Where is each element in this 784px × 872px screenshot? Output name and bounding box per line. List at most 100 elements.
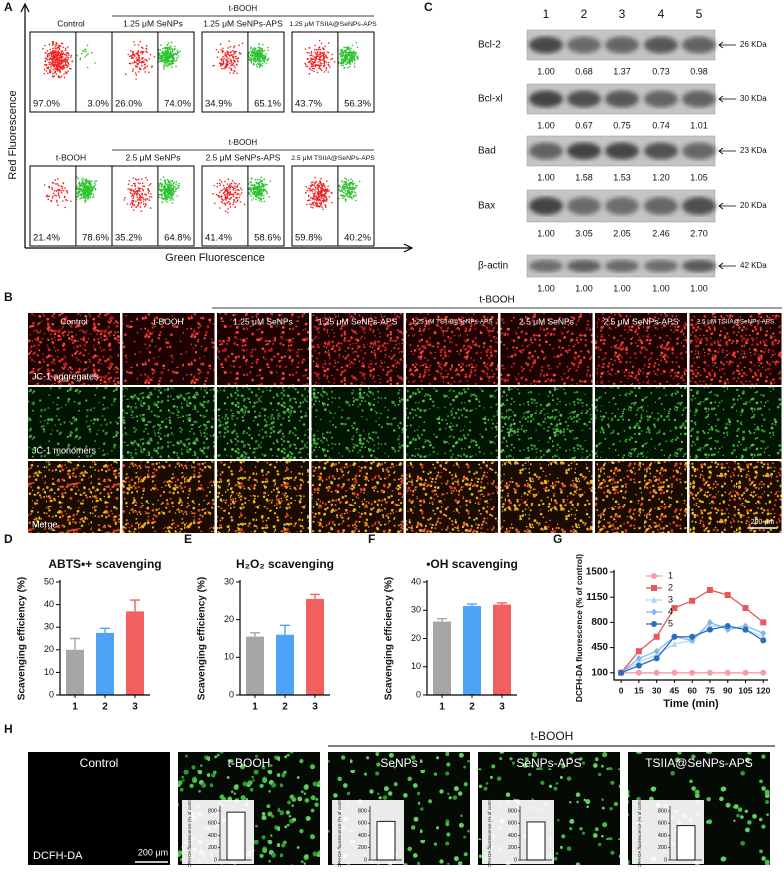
gate-percent: 3.0% [87, 99, 109, 110]
event-dot [82, 178, 84, 180]
event-dot [254, 53, 256, 55]
event-dot [139, 61, 141, 63]
event-dot [343, 53, 345, 55]
event-dot [173, 53, 175, 55]
event-dot [313, 62, 315, 64]
event-dot [311, 51, 313, 53]
event-dot [79, 59, 81, 61]
event-dot [161, 60, 163, 62]
event-dot [132, 62, 134, 64]
event-dot [229, 72, 231, 74]
event-dot [141, 53, 143, 55]
event-dot [58, 195, 60, 197]
event-dot [329, 66, 331, 68]
event-dot [354, 53, 356, 55]
event-dot [59, 58, 61, 60]
event-dot [50, 66, 52, 68]
event-dot [56, 200, 58, 202]
event-dot [165, 57, 167, 59]
event-dot [129, 55, 131, 57]
event-dot [89, 182, 91, 184]
panel-label: D [4, 532, 13, 546]
event-dot [63, 73, 65, 75]
event-dot [131, 202, 133, 204]
event-dot [139, 200, 141, 202]
event-dot [230, 59, 232, 61]
event-dot [169, 63, 171, 65]
event-dot [63, 47, 65, 49]
event-dot [170, 199, 172, 201]
event-dot [136, 74, 138, 76]
event-dot [260, 48, 262, 50]
event-dot [136, 179, 138, 181]
event-dot [222, 48, 224, 50]
event-dot [311, 65, 313, 67]
event-dot [61, 75, 63, 77]
event-dot [173, 183, 175, 185]
event-dot [62, 62, 64, 64]
event-dot [239, 197, 241, 199]
event-dot [328, 64, 330, 66]
plot-title: 1.25 μM SeNPs [123, 18, 183, 28]
event-dot [173, 63, 175, 65]
event-dot [172, 195, 174, 197]
event-dot [47, 73, 49, 75]
event-dot [168, 58, 170, 60]
event-dot [316, 58, 318, 60]
event-dot [78, 194, 80, 196]
event-dot [150, 193, 152, 195]
event-dot [324, 57, 326, 59]
event-dot [261, 201, 263, 203]
event-dot [163, 67, 165, 69]
event-dot [308, 61, 310, 63]
event-dot [264, 201, 266, 203]
event-dot [174, 60, 176, 62]
event-dot [86, 54, 88, 56]
event-dot [138, 182, 140, 184]
event-dot [63, 183, 65, 185]
event-dot [61, 57, 63, 59]
event-dot [45, 52, 47, 54]
event-dot [162, 51, 164, 53]
event-dot [55, 42, 57, 44]
event-dot [64, 196, 66, 198]
event-dot [178, 187, 180, 189]
event-dot [347, 67, 349, 69]
event-dot [79, 181, 81, 183]
event-dot [168, 65, 170, 67]
event-dot [231, 62, 233, 64]
event-dot [131, 185, 133, 187]
panel-label: F [368, 532, 375, 546]
event-dot [135, 61, 137, 63]
event-dot [57, 204, 59, 206]
event-dot [148, 190, 150, 192]
event-dot [131, 206, 133, 208]
event-dot [177, 195, 179, 197]
event-dot [143, 61, 145, 63]
event-dot [166, 50, 168, 52]
event-dot [169, 185, 171, 187]
event-dot [50, 71, 52, 73]
event-dot [352, 45, 354, 47]
plot-title: 2.5 μM SeNPs-APS [206, 152, 281, 162]
event-dot [89, 190, 91, 192]
event-dot [347, 57, 349, 59]
event-dot [323, 66, 325, 68]
event-dot [81, 53, 83, 55]
event-dot [54, 59, 56, 61]
event-dot [167, 179, 169, 181]
gate-percent: 26.0% [115, 99, 142, 110]
event-dot [172, 58, 174, 60]
event-dot [59, 57, 61, 59]
event-dot [250, 46, 252, 48]
event-dot [87, 194, 89, 196]
event-dot [133, 190, 135, 192]
event-dot [127, 188, 129, 190]
event-dot [131, 58, 133, 60]
event-dot [354, 63, 356, 65]
event-dot [175, 66, 177, 68]
event-dot [93, 196, 95, 198]
event-dot [316, 56, 318, 58]
event-dot [125, 73, 127, 75]
event-dot [229, 191, 231, 193]
